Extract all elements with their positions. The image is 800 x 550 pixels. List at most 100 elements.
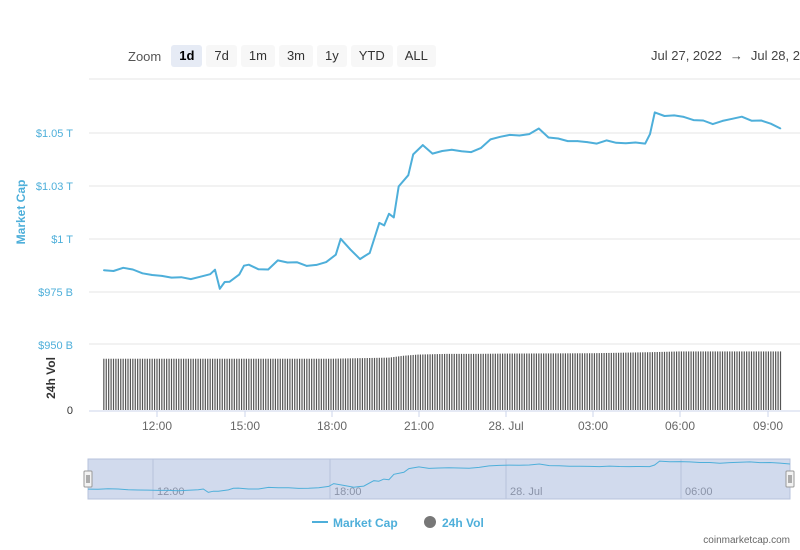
market-cap-point xyxy=(180,276,182,279)
volume-bar xyxy=(596,353,598,410)
volume-bar xyxy=(492,353,494,410)
volume-bar xyxy=(224,358,226,410)
volume-bar xyxy=(729,351,731,410)
market-cap-point xyxy=(663,115,666,117)
volume-bar xyxy=(141,358,144,410)
market-cap-point xyxy=(383,224,386,227)
market-cap-point xyxy=(644,142,646,145)
range-to-input[interactable]: Jul 28, 2022 xyxy=(750,48,800,63)
volume-bar xyxy=(758,351,760,410)
market-cap-point xyxy=(335,253,337,256)
volume-bar xyxy=(775,351,777,410)
market-cap-point xyxy=(388,213,390,215)
volume-bar xyxy=(364,358,366,410)
volume-bar xyxy=(410,355,412,410)
volume-bar xyxy=(767,351,770,410)
navigator-left-handle[interactable] xyxy=(83,470,93,488)
volume-bar xyxy=(424,354,426,410)
zoom-ytd-button[interactable]: YTD xyxy=(350,45,393,67)
volume-bar xyxy=(170,358,173,410)
volume-bar xyxy=(342,358,344,410)
zoom-7d-button[interactable]: 7d xyxy=(206,45,237,67)
volume-bar xyxy=(267,358,269,410)
zoom-3m-button[interactable]: 3m xyxy=(278,45,313,67)
volume-bar xyxy=(719,351,721,410)
market-cap-point xyxy=(702,119,704,122)
volume-bar xyxy=(569,353,571,410)
volume-bars xyxy=(103,351,782,410)
volume-bar xyxy=(559,353,562,410)
volume-bar xyxy=(753,351,755,410)
market-cap-point xyxy=(151,274,153,276)
market-cap-point xyxy=(557,137,559,140)
navigator[interactable]: 12:00 18:00 28. Jul 06:00 xyxy=(83,458,795,500)
volume-bar xyxy=(480,353,482,410)
volume-bar xyxy=(373,357,376,410)
volume-bar xyxy=(105,358,107,410)
volume-bar xyxy=(161,358,163,410)
volume-bar xyxy=(550,353,552,410)
volume-bar xyxy=(298,358,301,410)
market-cap-point xyxy=(306,265,308,267)
y-axis-title: Market Cap xyxy=(14,180,28,245)
volume-bar xyxy=(354,358,356,410)
market-cap-point xyxy=(277,259,279,262)
volume-bar xyxy=(695,351,697,410)
volume-bar xyxy=(646,352,649,410)
navigator-tick-label: 28. Jul xyxy=(510,486,542,498)
zoom-1d-button[interactable]: 1d xyxy=(171,45,203,67)
volume-bar xyxy=(543,353,545,410)
volume-bar xyxy=(255,358,257,410)
market-cap-point xyxy=(339,238,342,240)
volume-bar xyxy=(144,358,146,410)
volume-bar xyxy=(400,356,402,410)
volume-bar xyxy=(518,353,521,410)
volume-bar xyxy=(311,358,313,410)
volume-bar xyxy=(385,357,388,410)
volume-bar xyxy=(134,358,136,410)
volume-bar xyxy=(412,354,414,410)
volume-bar xyxy=(197,358,199,410)
volume-bar xyxy=(765,351,767,410)
market-cap-point xyxy=(741,115,743,118)
x-tick-label: 21:00 xyxy=(404,419,434,433)
volume-bar xyxy=(666,351,668,410)
range-arrow-icon: → xyxy=(729,48,743,63)
zoom-1m-button[interactable]: 1m xyxy=(240,45,275,67)
volume-bar xyxy=(115,358,117,410)
volume-bar xyxy=(398,356,400,410)
market-cap-point xyxy=(692,119,695,121)
volume-bar xyxy=(468,353,470,410)
volume-bar xyxy=(637,352,639,410)
market-cap-point xyxy=(460,150,463,152)
volume-bar xyxy=(260,358,262,410)
volume-bar xyxy=(245,358,248,410)
volume-bar xyxy=(448,353,451,410)
volume-bar xyxy=(579,353,581,410)
market-cap-point xyxy=(634,141,637,144)
volume-bar xyxy=(494,353,496,410)
volume-bar xyxy=(453,353,455,410)
volume-bar xyxy=(151,358,153,410)
market-cap-point xyxy=(518,134,521,137)
y-tick-label: $1.03 T xyxy=(36,181,73,193)
volume-bar xyxy=(692,351,695,410)
volume-bar xyxy=(779,351,782,410)
market-cap-point xyxy=(209,273,211,276)
volume-bar xyxy=(463,353,465,410)
volume-bar xyxy=(419,354,422,410)
volume-bar xyxy=(562,353,564,410)
market-cap-point xyxy=(141,272,144,275)
market-cap-point xyxy=(315,264,318,266)
x-tick-label: 06:00 xyxy=(665,419,695,433)
volume-bar xyxy=(257,358,260,410)
volume-bar xyxy=(436,354,438,410)
volume-bar xyxy=(746,351,748,410)
market-cap-point xyxy=(190,278,192,280)
navigator-right-handle[interactable] xyxy=(785,470,795,488)
zoom-1y-button[interactable]: 1y xyxy=(317,45,347,67)
volume-bar xyxy=(627,352,629,410)
zoom-all-button[interactable]: ALL xyxy=(396,45,436,67)
range-from-input[interactable]: Jul 27, 2022 xyxy=(651,48,722,63)
